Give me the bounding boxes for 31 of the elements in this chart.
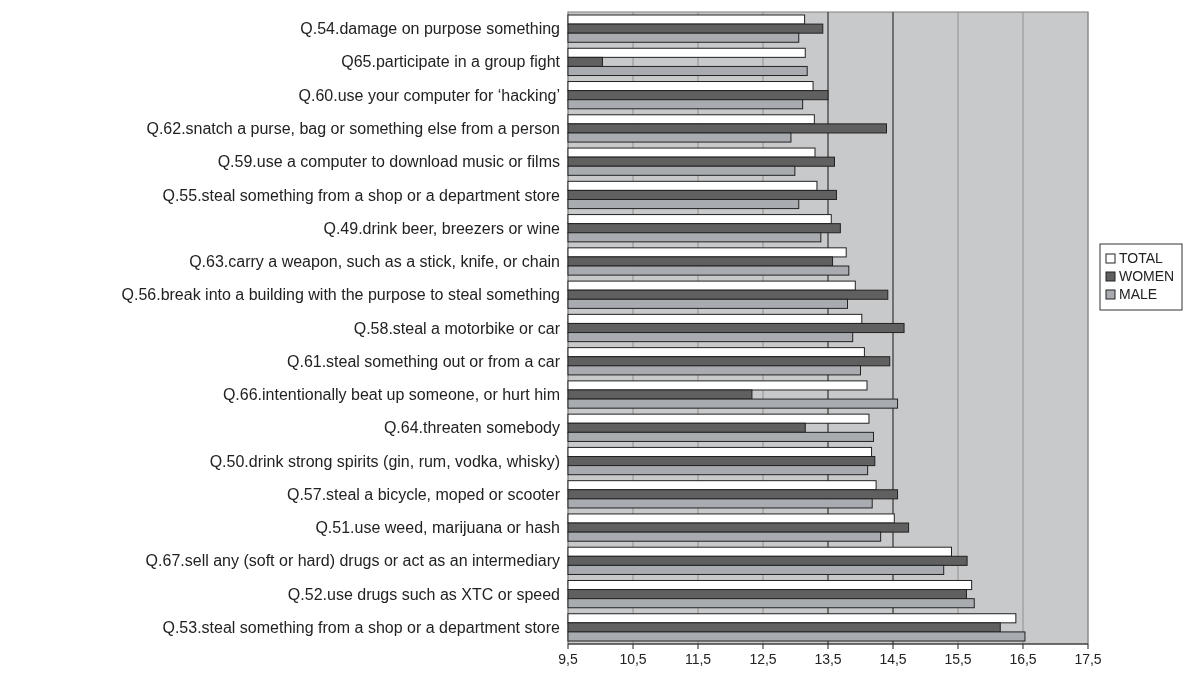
y-tick-label: Q.57.steal a bicycle, moped or scooter [286, 485, 561, 503]
y-tick-label: Q.62.snatch a purse, bag or something else from a person [146, 120, 560, 138]
y-tick-label: Q.50.drink strong spirits (gin, rum, vodka, whisky) [209, 452, 560, 470]
y-tick-label: Q65.participate in a group fight [341, 53, 561, 71]
legend-label: TOTAL [1119, 250, 1164, 266]
legend-label: WOMEN [1119, 268, 1175, 284]
y-tick-label: Q.67.sell any (soft or hard) drugs or act as an intermediary [145, 552, 560, 570]
y-tick-label: Q.55.steal something from a shop or a department store [162, 186, 561, 204]
y-tick-label: Q.63.carry a weapon, such as a stick, knife, or chain [189, 253, 560, 271]
y-tick-label: Q.60.use your computer for ‘hacking’ [298, 86, 560, 104]
y-tick-label: Q.59.use a computer to download music or films [217, 153, 560, 171]
y-tick-label: Q.54.damage on purpose something [300, 20, 560, 38]
x-tick-label: 12,5 [749, 651, 777, 667]
x-tick-label: 14,5 [879, 651, 907, 667]
legend-label: MALE [1119, 286, 1158, 302]
y-tick-label: Q.49.drink beer, breezers or wine [323, 219, 561, 237]
y-tick-label: Q.52.use drugs such as XTC or speed [287, 585, 560, 603]
y-tick-label: Q.61.steal something out or from a car [286, 352, 561, 370]
y-tick-label: Q.56.break into a building with the purpose to steal something [121, 286, 560, 304]
x-tick-label: 13,5 [814, 651, 842, 667]
x-tick-label: 9,5 [558, 651, 578, 667]
x-tick-label: 17,5 [1074, 651, 1102, 667]
y-tick-label: Q.51.use weed, marijuana or hash [315, 519, 560, 537]
x-tick-label: 15,5 [944, 651, 972, 667]
y-tick-label: Q.64.threaten somebody [383, 419, 560, 437]
y-tick-label: Q.53.steal something from a shop or a department store [162, 618, 561, 636]
x-tick-label: 11,5 [684, 651, 712, 667]
x-tick-label: 16,5 [1009, 651, 1037, 667]
y-tick-label: Q.58.steal a motorbike or car [353, 319, 561, 337]
y-tick-label: Q.66.intentionally beat up someone, or hurt him [222, 386, 560, 404]
x-tick-label: 10,5 [619, 651, 647, 667]
